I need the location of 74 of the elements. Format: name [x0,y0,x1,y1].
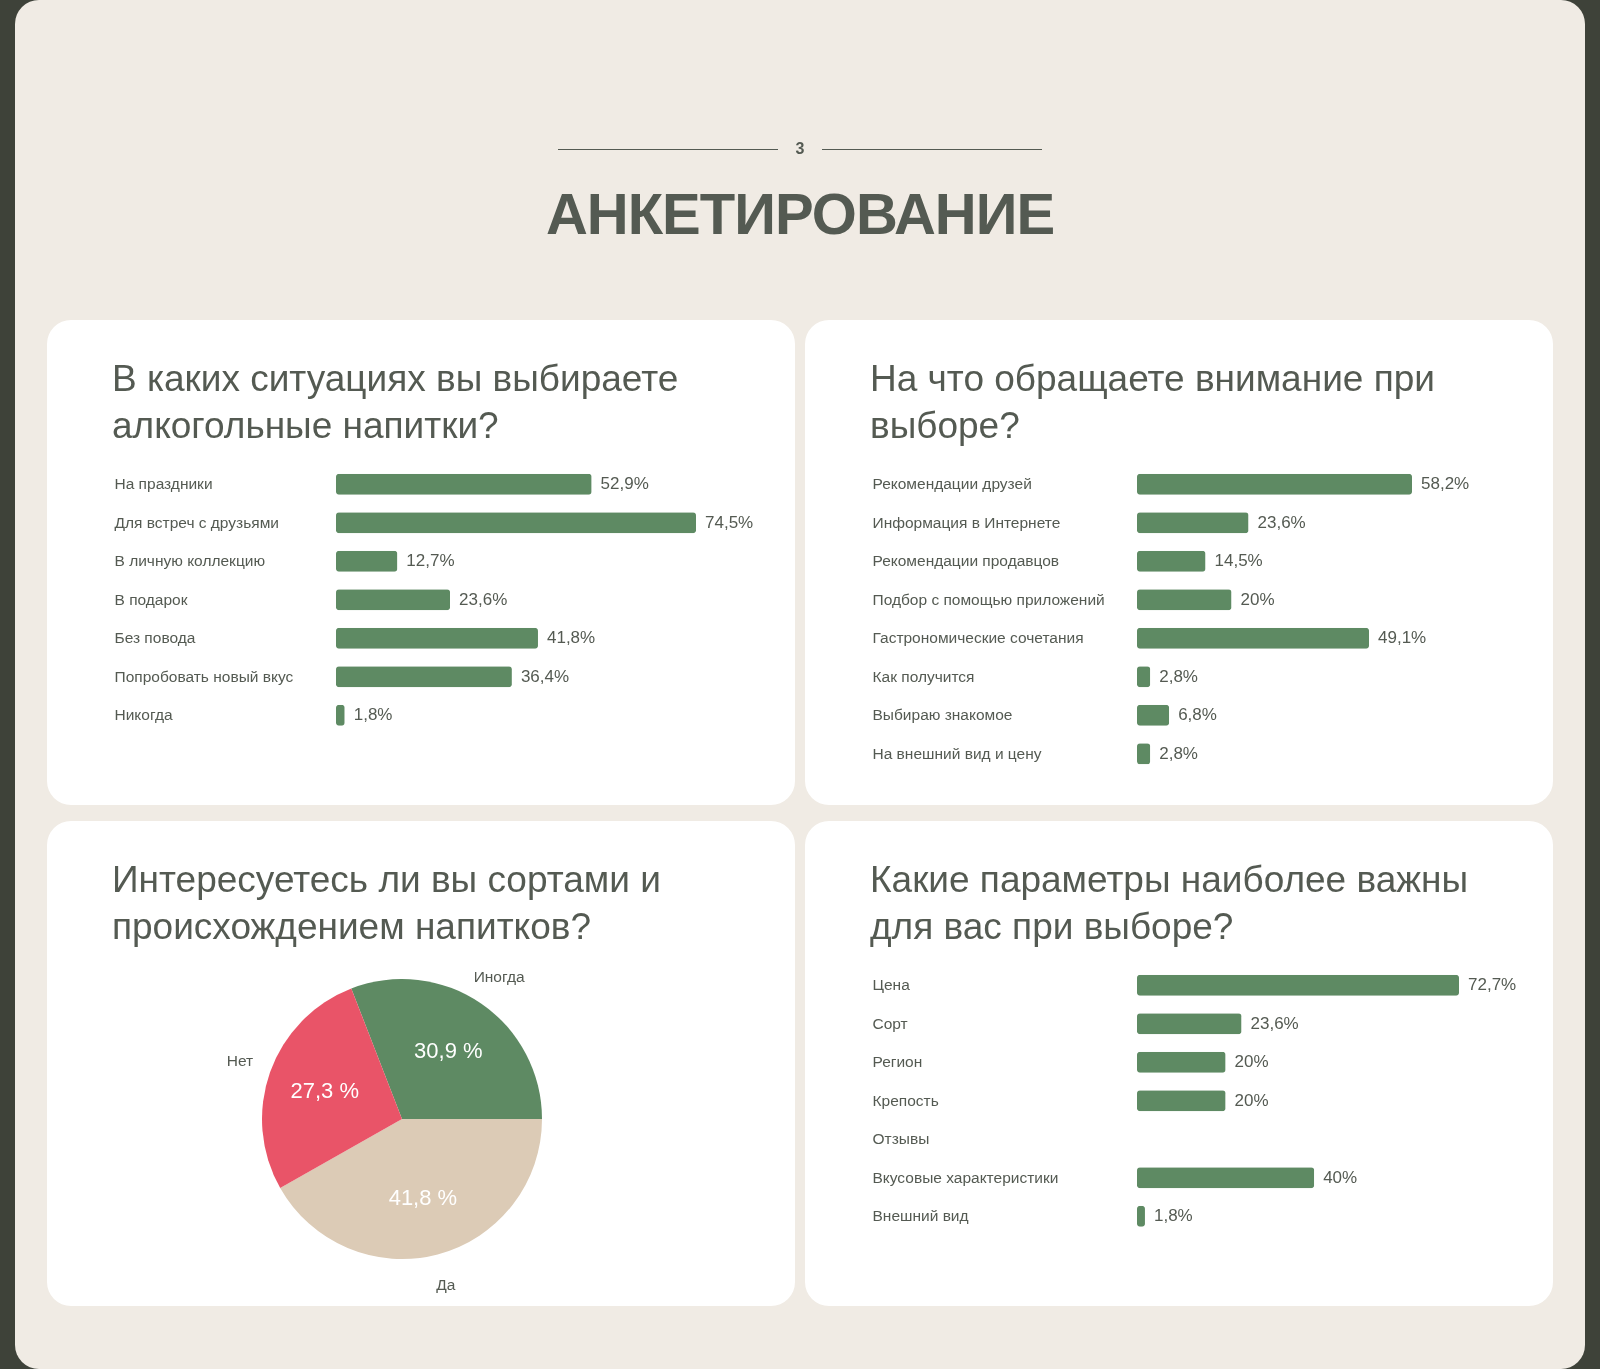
pie-slice [262,988,402,1188]
y-tick-label: Отзывы [872,1130,930,1148]
y-tick-label: В личную коллекцию [114,552,266,570]
bar [1137,1167,1315,1189]
chart-title: В каких ситуациях вы выбираете алкогольные напитки? [112,357,680,448]
y-tick-label: Никогда [114,706,173,724]
y-tick-label: Выбираю знакомое [872,706,1013,724]
data-label: 72,7% [1468,975,1517,995]
data-label: 6,8% [1178,705,1217,725]
y-tick-label: Попробовать новый вкус [114,667,294,685]
bar [1137,1051,1226,1073]
data-label: 41,8% [546,628,596,648]
bar [336,627,538,649]
pie-slice [280,1119,542,1259]
bar [1137,704,1170,726]
bar [336,666,512,688]
y-tick-label: В подарок [114,590,188,608]
bar [1137,1013,1242,1035]
data-label: 41,8 % [388,1185,458,1211]
bar [1137,627,1369,649]
data-label: 20% [1240,589,1275,609]
y-tick-label: Подбор с помощью приложений [872,590,1105,608]
bar [336,589,451,611]
data-label: 74,5% [705,512,754,532]
data-label: 23,6% [1257,512,1306,532]
y-tick-label: Рекомендации продавцов [872,552,1060,570]
data-label: 1,8% [353,705,393,725]
bar [1137,550,1206,572]
bar [336,512,696,534]
text: 3 [795,140,805,158]
data-label: 30,9 % [414,1038,483,1064]
y-tick-label: На праздники [114,475,213,493]
data-label: 1,8% [1153,1206,1193,1226]
text: АНКЕТИРОВАНИЕ [544,180,1056,247]
chart-title: Какие параметры наиболее важны для вас при выборе? [870,858,1470,949]
y-tick-label: Регион [872,1053,923,1071]
data-label: 20% [1234,1090,1269,1110]
y-tick-label: Крепость [872,1091,939,1109]
bar [1137,1090,1226,1112]
bar [336,550,398,572]
chart-title: Интересуетесь ли вы сортами и происхождением напитков? [112,858,662,949]
data-label: 27,3 % [290,1078,360,1104]
y-tick-label: Для встреч с друзьями [114,513,279,531]
data-label: 23,6% [1250,1013,1299,1033]
slice-label: Да [436,1276,456,1294]
y-tick-label: Без повода [114,629,196,647]
slice-label: Иногда [473,968,525,986]
data-label: 2,8% [1159,743,1198,763]
data-label: 20% [1234,1052,1269,1072]
slice-label: Нет [226,1052,254,1070]
data-label: 36,4% [520,666,570,686]
data-label: 12,7% [406,551,455,571]
y-tick-label: Гастрономические сочетания [872,629,1084,647]
y-tick-label: Цена [872,976,911,994]
y-tick-label: Внешний вид [872,1207,969,1225]
y-tick-label: Сорт [872,1014,908,1032]
data-label: 14,5% [1214,551,1263,571]
data-label: 49,1% [1378,628,1427,648]
bar [336,473,592,495]
data-label: 2,8% [1159,666,1198,686]
bar [1137,589,1232,611]
bar [1137,512,1249,534]
y-tick-label: Вкусовые характеристики [872,1168,1059,1186]
data-label: 58,2% [1421,474,1470,494]
bar [1137,974,1459,996]
data-label: 23,6% [459,589,508,609]
y-tick-label: Информация в Интернете [872,513,1061,531]
data-label: 52,9% [600,474,649,494]
bar [1137,473,1412,495]
y-tick-label: Как получится [872,667,975,685]
data-label: 40% [1323,1167,1358,1187]
chart-title: На что обращаете внимание при выборе? [870,357,1436,448]
y-tick-label: На внешний вид и цену [872,744,1042,762]
y-tick-label: Рекомендации друзей [872,475,1032,493]
